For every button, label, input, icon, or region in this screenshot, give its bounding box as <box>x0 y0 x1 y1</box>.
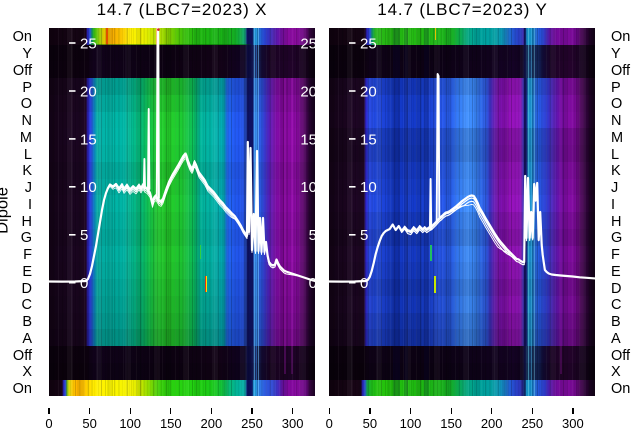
svg-text:15: 15 <box>360 131 377 148</box>
svg-text:25: 25 <box>360 35 377 52</box>
svg-text:10: 10 <box>300 179 315 196</box>
svg-text:5: 5 <box>309 227 315 244</box>
svg-text:15: 15 <box>80 131 97 148</box>
svg-text:10: 10 <box>360 179 377 196</box>
svg-text:5: 5 <box>80 227 88 244</box>
svg-text:20: 20 <box>80 83 97 100</box>
svg-text:25: 25 <box>300 35 315 52</box>
svg-text:0: 0 <box>309 275 315 292</box>
svg-text:10: 10 <box>80 179 97 196</box>
svg-text:20: 20 <box>300 83 315 100</box>
svg-text:0: 0 <box>360 275 368 292</box>
svg-text:25: 25 <box>80 35 97 52</box>
svg-text:5: 5 <box>360 227 368 244</box>
svg-text:0: 0 <box>80 275 88 292</box>
svg-text:20: 20 <box>360 83 377 100</box>
svg-text:15: 15 <box>300 131 315 148</box>
